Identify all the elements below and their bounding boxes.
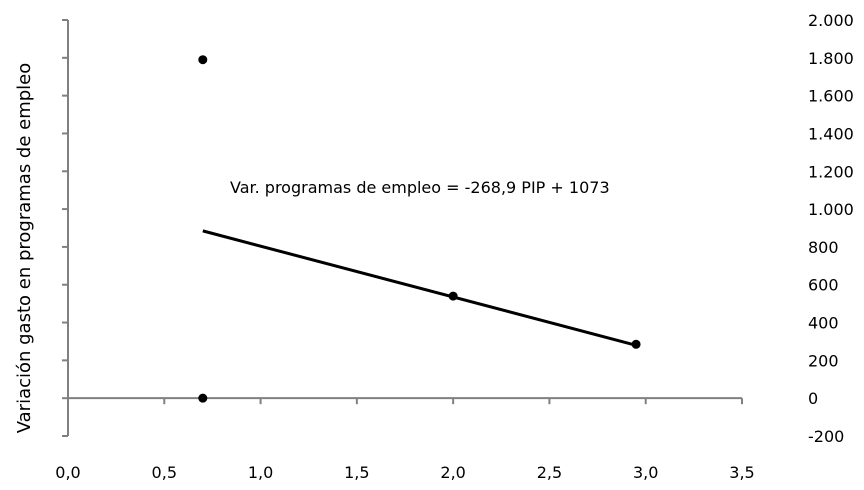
x-tick-label: 0,5 — [152, 463, 177, 482]
x-tick-label: 0,0 — [55, 463, 80, 482]
y-tick-label: 1.800 — [808, 49, 854, 68]
y-tick-label: 400 — [808, 314, 839, 333]
x-tick-label: 3,5 — [729, 463, 754, 482]
y-axis-title: Variación gasto en programas de empleo — [14, 63, 35, 434]
data-point — [631, 339, 641, 349]
y-tick-label: 800 — [808, 238, 839, 257]
y-tick-label: 1.400 — [808, 124, 854, 143]
x-tick-labels: 0,0 0,5 1,0 1,5 2,0 2,5 3,0 3,5 — [55, 463, 754, 482]
y-tick-labels: -200 0 200 400 600 800 1.000 1.200 1.400 1.600 1.8… — [808, 11, 854, 446]
data-points — [198, 55, 641, 403]
y-tick-label: 0 — [808, 389, 818, 408]
data-point — [198, 393, 208, 403]
x-tick-label: 1,5 — [344, 463, 369, 482]
x-tick-label: 2,5 — [537, 463, 562, 482]
regression-equation: Var. programas de empleo = -268,9 PIP + … — [230, 178, 610, 197]
y-tick-label: 2.000 — [808, 11, 854, 30]
y-tick-label: 1.000 — [808, 200, 854, 219]
ticks — [62, 19, 743, 437]
x-tick-label: 2,0 — [440, 463, 465, 482]
data-point — [198, 55, 208, 65]
axes — [67, 20, 742, 436]
y-tick-label: 1.200 — [808, 162, 854, 181]
y-tick-label: 200 — [808, 351, 839, 370]
y-tick-label: 1.600 — [808, 87, 854, 106]
x-tick-label: 1,0 — [248, 463, 273, 482]
trend-line — [202, 229, 637, 347]
y-tick-label: 600 — [808, 276, 839, 295]
y-tick-label: -200 — [808, 427, 844, 446]
data-point — [448, 291, 458, 301]
x-tick-label: 3,0 — [633, 463, 658, 482]
